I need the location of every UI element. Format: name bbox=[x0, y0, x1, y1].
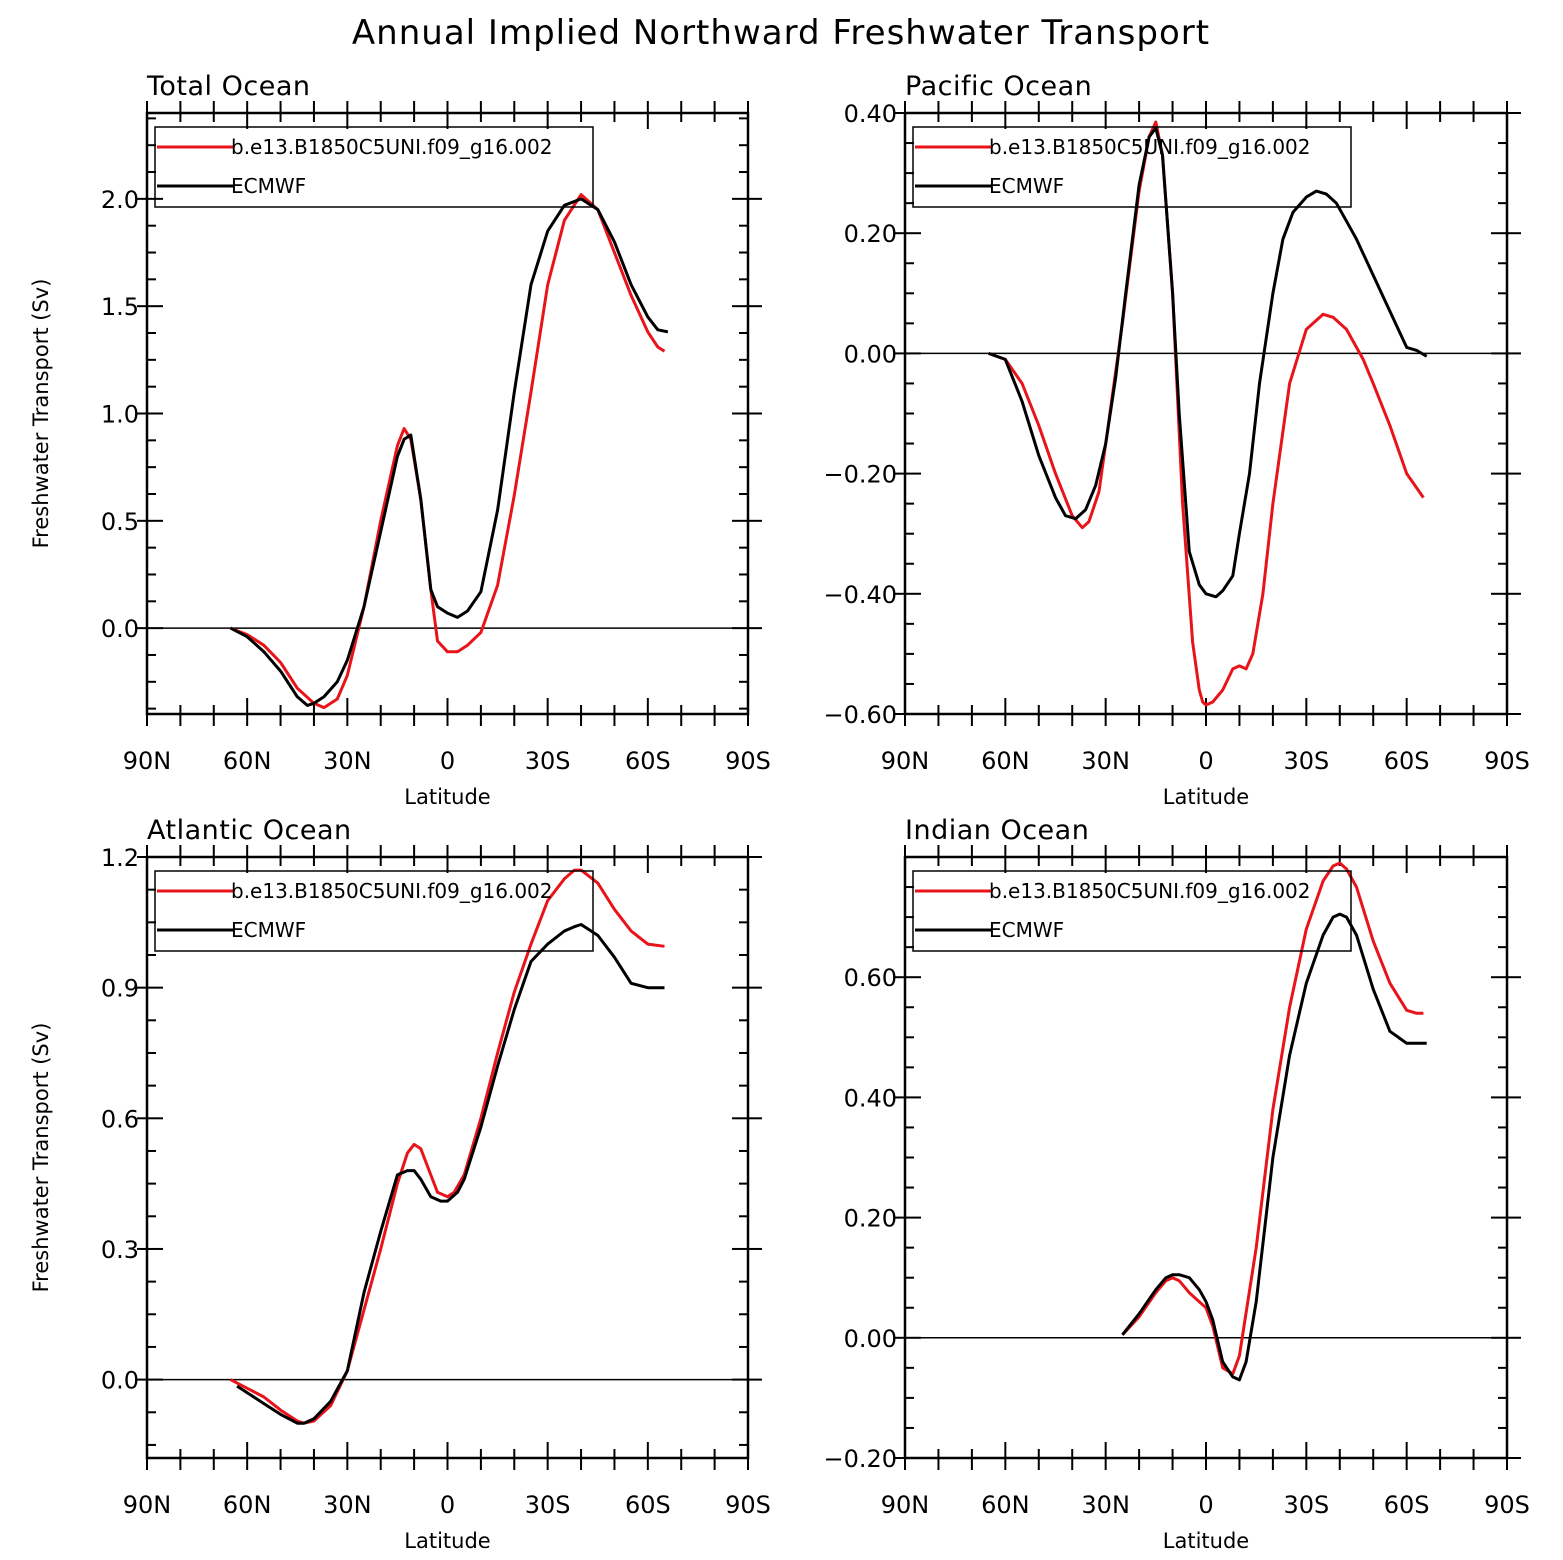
y-tick-label: −0.20 bbox=[823, 461, 897, 489]
legend-label-1: ECMWF bbox=[989, 174, 1064, 198]
y-tick-label: 0.0 bbox=[101, 1367, 139, 1395]
plot-frame bbox=[903, 111, 1509, 716]
y-tick-label: 2.0 bbox=[101, 186, 139, 214]
series-line-0 bbox=[1121, 861, 1424, 1376]
x-axis-label: Latitude bbox=[404, 785, 490, 809]
x-tick-label: 0 bbox=[440, 747, 455, 775]
series-line-0 bbox=[229, 193, 666, 710]
y-tick-label: −0.60 bbox=[823, 701, 897, 729]
legend-box bbox=[912, 870, 1352, 952]
y-tick-label: 0.40 bbox=[844, 1084, 897, 1112]
plot-frame bbox=[145, 855, 750, 1460]
y-tick-label: 0.6 bbox=[101, 1105, 139, 1133]
x-tick-label: 30S bbox=[1283, 1491, 1329, 1519]
y-tick-label: 0.5 bbox=[101, 508, 139, 536]
legend-label-1: ECMWF bbox=[989, 918, 1064, 942]
y-tick-label: 0.9 bbox=[101, 975, 139, 1003]
x-tick-label: 30N bbox=[323, 747, 372, 775]
x-tick-label: 60N bbox=[223, 747, 272, 775]
chart-panel-0: 90N 60N 30N 0 30S 60S 90S 0.0 0.5 1.0 1.5 2.0 Total … bbox=[29, 71, 771, 809]
y-tick-label: 0.0 bbox=[101, 615, 139, 643]
x-tick-label: 90S bbox=[1484, 1491, 1530, 1519]
legend-label-0: b.e13.B1850C5UNI.f09_g16.002 bbox=[231, 879, 553, 903]
legend-label-0: b.e13.B1850C5UNI.f09_g16.002 bbox=[231, 135, 553, 159]
y-axis-label: Freshwater Transport (Sv) bbox=[29, 1023, 53, 1293]
plot-frame bbox=[903, 855, 1509, 1460]
plot-frame bbox=[145, 111, 750, 716]
x-tick-label: 90N bbox=[123, 747, 172, 775]
series-line-1 bbox=[1121, 912, 1427, 1382]
x-tick-label: 60N bbox=[981, 747, 1030, 775]
y-tick-label: 0.60 bbox=[844, 964, 897, 992]
legend-box bbox=[912, 126, 1352, 208]
x-tick-label: 30S bbox=[525, 1491, 571, 1519]
x-axis-label: Latitude bbox=[404, 1529, 490, 1553]
legend-label-1: ECMWF bbox=[231, 174, 306, 198]
y-tick-label: 0.40 bbox=[844, 100, 897, 128]
y-tick-label: 1.2 bbox=[101, 844, 139, 872]
y-tick-label: 1.0 bbox=[101, 401, 139, 429]
x-tick-label: 30N bbox=[1081, 747, 1130, 775]
series-line-0 bbox=[229, 868, 665, 1425]
x-tick-label: 90N bbox=[881, 1491, 930, 1519]
legend-label-1: ECMWF bbox=[231, 918, 306, 942]
chart-panel-3: 90N 60N 30N 0 30S 60S 90S −0.20 0.00 0.20 0.40 0.60… bbox=[823, 815, 1529, 1553]
series-line-0 bbox=[988, 120, 1425, 707]
x-tick-label: 60S bbox=[625, 747, 671, 775]
x-tick-label: 60S bbox=[1384, 747, 1430, 775]
x-tick-label: 30S bbox=[525, 747, 571, 775]
legend-label-0: b.e13.B1850C5UNI.f09_g16.002 bbox=[989, 135, 1311, 159]
y-tick-label: −0.20 bbox=[823, 1445, 897, 1473]
chart-panel-2: 90N 60N 30N 0 30S 60S 90S 0.0 0.3 0.6 0.9 1.2 Atlant… bbox=[29, 815, 771, 1553]
y-tick-label: 1.5 bbox=[101, 293, 139, 321]
y-tick-label: 0.20 bbox=[844, 220, 897, 248]
panel-title: Total Ocean bbox=[146, 71, 311, 102]
x-tick-label: 0 bbox=[1198, 747, 1213, 775]
x-axis-label: Latitude bbox=[1163, 785, 1249, 809]
legend-label-0: b.e13.B1850C5UNI.f09_g16.002 bbox=[989, 879, 1311, 903]
series-line-1 bbox=[236, 923, 665, 1425]
chart-panel-1: 90N 60N 30N 0 30S 60S 90S −0.60 −0.40 −0.20 0.00 0.… bbox=[823, 71, 1529, 809]
x-tick-label: 90N bbox=[123, 1491, 172, 1519]
panel-title: Atlantic Ocean bbox=[147, 815, 352, 846]
panel-title: Indian Ocean bbox=[905, 815, 1089, 846]
figure-title: Annual Implied Northward Freshwater Tran… bbox=[352, 13, 1210, 53]
x-tick-label: 60N bbox=[223, 1491, 272, 1519]
x-tick-label: 60N bbox=[981, 1491, 1030, 1519]
series-line-1 bbox=[988, 126, 1428, 599]
x-tick-label: 90N bbox=[881, 747, 930, 775]
y-tick-label: 0.20 bbox=[844, 1205, 897, 1233]
legend-box bbox=[154, 870, 594, 952]
x-tick-label: 90S bbox=[725, 1491, 771, 1519]
x-tick-label: 30S bbox=[1283, 747, 1329, 775]
y-tick-label: −0.40 bbox=[823, 581, 897, 609]
series-line-1 bbox=[229, 197, 669, 707]
chart-panels: 90N 60N 30N 0 30S 60S 90S 0.0 0.5 1.0 1.5 2.0 Total … bbox=[29, 71, 1530, 1553]
panel-title: Pacific Ocean bbox=[905, 71, 1092, 102]
x-tick-label: 90S bbox=[725, 747, 771, 775]
x-tick-label: 30N bbox=[323, 1491, 372, 1519]
y-tick-label: 0.3 bbox=[101, 1236, 139, 1264]
legend-box bbox=[154, 126, 594, 208]
x-tick-label: 0 bbox=[440, 1491, 455, 1519]
x-tick-label: 60S bbox=[1384, 1491, 1430, 1519]
x-axis-label: Latitude bbox=[1163, 1529, 1249, 1553]
x-tick-label: 60S bbox=[625, 1491, 671, 1519]
y-tick-label: 0.00 bbox=[844, 340, 897, 368]
x-tick-label: 90S bbox=[1484, 747, 1530, 775]
x-tick-label: 30N bbox=[1081, 1491, 1130, 1519]
x-tick-label: 0 bbox=[1198, 1491, 1213, 1519]
y-tick-label: 0.00 bbox=[844, 1325, 897, 1353]
y-axis-label: Freshwater Transport (Sv) bbox=[29, 279, 53, 549]
